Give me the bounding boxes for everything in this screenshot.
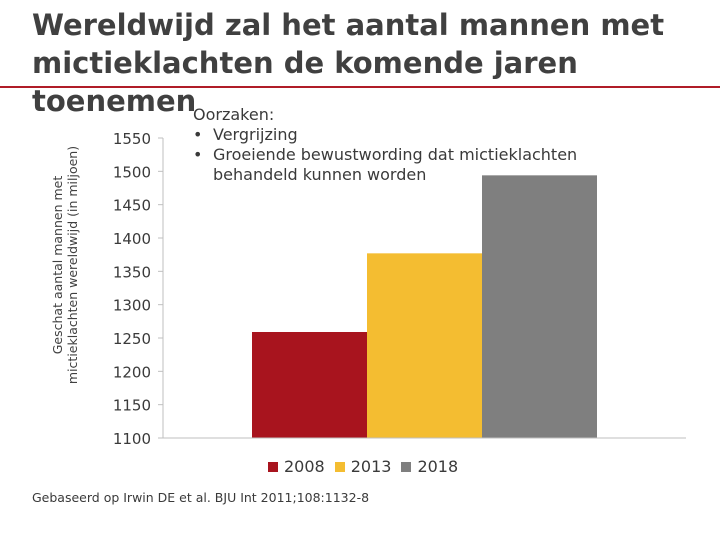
causes-annotation: Oorzaken: • Vergrijzing • Groeiende bewust… [193,105,613,185]
y-tick-label: 1250 [113,330,151,348]
y-tick-label: 1350 [113,263,151,281]
bar-2013 [367,253,482,438]
bullet-glyph: • [193,125,203,144]
bar-2018 [482,175,597,439]
legend-swatch-2018 [401,461,412,472]
causes-heading: Oorzaken: [193,105,275,124]
legend-item: 2018 [401,457,458,476]
bars [252,175,597,439]
y-tick-label: 1400 [113,230,151,248]
cause-text: Groeiende bewustwording dat mictieklacht… [213,145,578,184]
cause-text: Vergrijzing [213,125,298,144]
legend-swatch-2013 [334,461,345,472]
bar-2008 [252,332,367,438]
y-tick-label: 1100 [113,430,151,448]
bullet-glyph: • [193,145,203,164]
legend-swatch-2008 [268,461,278,472]
legend-item: 2008 [268,457,325,476]
causes-list: • Vergrijzing • Groeiende bewustwording da… [193,125,613,185]
legend-label: 2008 [284,457,325,476]
y-tick-label: 1550 [113,130,151,148]
legend-label: 2018 [417,457,459,476]
y-axis-ticks: 1100 1150 1200 1250 1300 1350 1400 1450 1500 1550 [113,130,163,448]
y-tick-label: 1300 [113,297,151,315]
legend-label: 2013 [350,457,392,476]
y-axis-title: Geschat aantal mannen met mictieklachten… [50,145,80,385]
cause-item: • Vergrijzing [193,125,613,145]
y-tick-label: 1150 [113,397,151,415]
chart-legend: 2008 2013 2018 [268,457,458,476]
cause-item: • Groeiende bewustwording dat mictieklach… [193,145,613,185]
legend-item: 2013 [334,457,392,476]
y-tick-label: 1200 [113,363,151,381]
source-citation: Gebaseerd op Irwin DE et al. BJU Int 201… [32,490,370,505]
title-divider [0,86,720,88]
y-tick-label: 1450 [113,197,151,215]
slide-title: Wereldwijd zal het aantal mannen met mic… [32,8,665,118]
y-tick-label: 1500 [113,163,151,181]
